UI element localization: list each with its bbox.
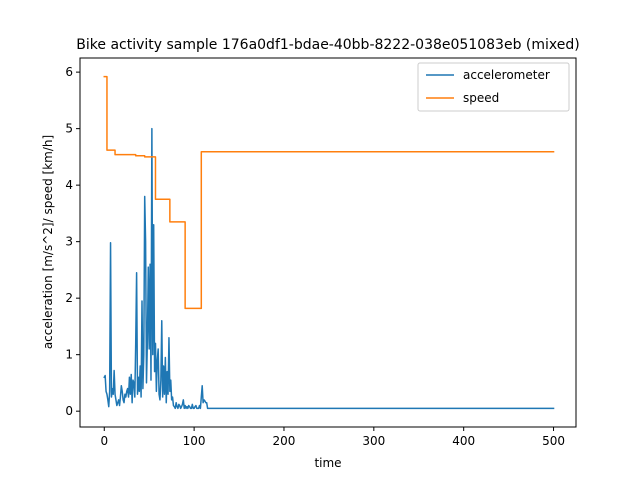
y-axis-label: acceleration [m/s^2]/ speed [km/h] — [41, 135, 55, 349]
y-tick-label: 5 — [65, 122, 73, 136]
x-tick-label: 200 — [273, 434, 296, 448]
y-axis: 0 1 2 3 4 5 6 — [65, 65, 80, 418]
x-tick-label: 100 — [183, 434, 206, 448]
legend-frame — [417, 62, 570, 112]
axes-frame — [79, 57, 577, 428]
x-tick-label: 0 — [100, 434, 108, 448]
y-tick-label: 0 — [65, 404, 73, 418]
y-tick-label: 4 — [65, 178, 73, 192]
plot-area — [79, 57, 577, 428]
x-axis: 0 100 200 300 400 500 — [100, 427, 565, 448]
x-tick-label: 500 — [542, 434, 565, 448]
series-line-speed — [103, 75, 555, 310]
legend: accelerometer speed — [417, 62, 570, 112]
x-tick-label: 300 — [362, 434, 385, 448]
y-tick-label: 2 — [65, 291, 73, 305]
y-tick-label: 1 — [65, 348, 73, 362]
x-axis-label: time — [314, 456, 341, 470]
y-tick-label: 3 — [65, 235, 73, 249]
series-line-accelerometer — [103, 127, 555, 410]
series-layer — [103, 75, 555, 410]
legend-label-speed: speed — [463, 91, 499, 105]
x-tick-label: 400 — [452, 434, 475, 448]
legend-label-accelerometer: accelerometer — [463, 68, 550, 82]
y-tick-label: 6 — [65, 65, 73, 79]
chart-title: Bike activity sample 176a0df1-bdae-40bb-… — [76, 37, 579, 53]
